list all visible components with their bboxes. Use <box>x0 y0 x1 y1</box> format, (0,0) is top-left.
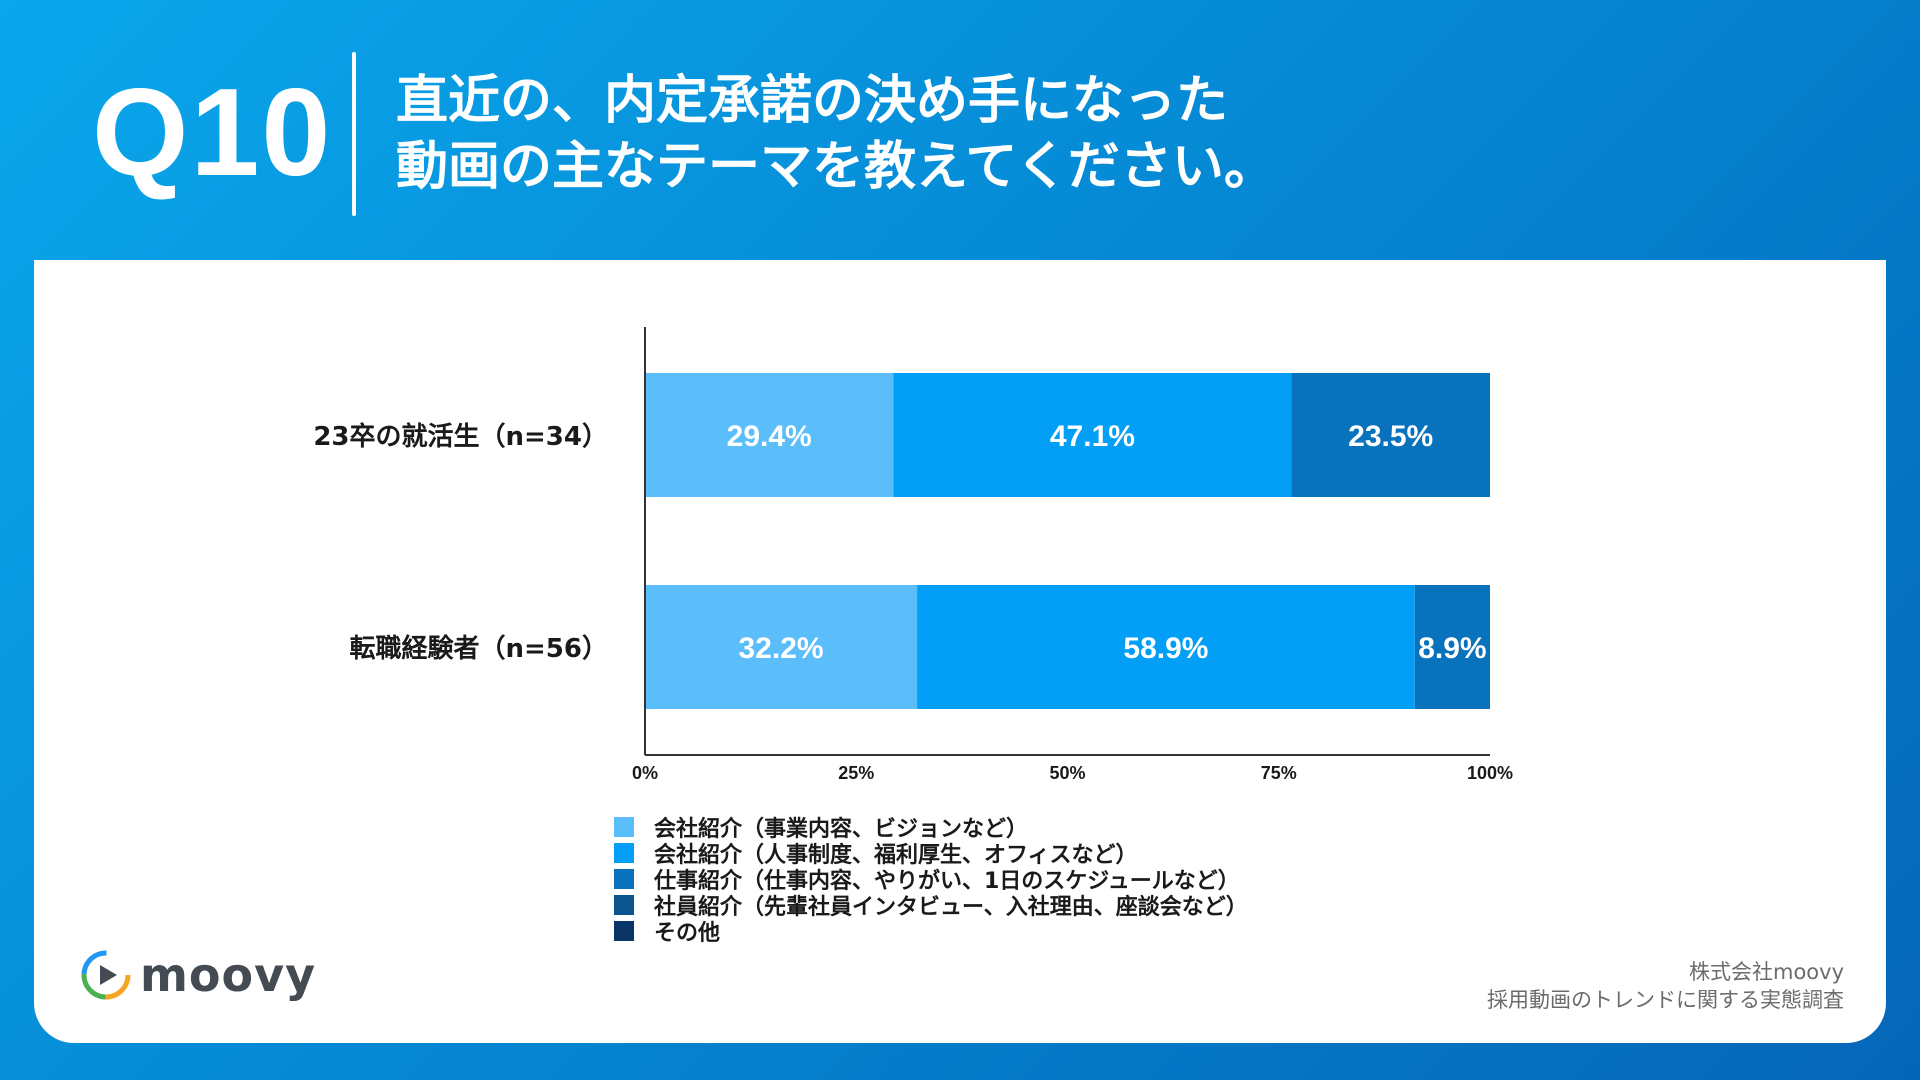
data-label: 58.9% <box>1123 632 1208 665</box>
legend-label: 会社紹介（事業内容、ビジョンなど） <box>654 817 1029 842</box>
x-tick-label: 50% <box>1049 763 1085 783</box>
legend-swatch <box>614 817 634 837</box>
x-tick-label: 75% <box>1261 763 1297 783</box>
legend-swatch <box>614 843 634 863</box>
legend-label: 仕事紹介（仕事内容、やりがい、1日のスケジュールなど） <box>654 869 1240 894</box>
bar-segment <box>1414 585 1490 709</box>
legend-swatch <box>614 921 634 941</box>
legend-item: 会社紹介（事業内容、ビジョンなど） <box>614 814 1248 842</box>
bar-segment <box>893 373 1292 497</box>
credit-company: 株式会社moovy <box>1688 960 1844 984</box>
data-label: 23.5% <box>1348 420 1433 453</box>
legend-item: その他 <box>614 918 1248 946</box>
category-label: 23卒の就活生（n=34） <box>313 421 608 452</box>
bar-segment <box>645 585 918 709</box>
data-label: 32.2% <box>739 632 824 665</box>
data-label: 47.1% <box>1050 420 1135 453</box>
question-number: Q10 <box>92 64 333 202</box>
question-title: 直近の、内定承諾の決め手になった 動画の主なテーマを教えてください。 <box>396 68 1276 200</box>
x-tick-label: 0% <box>632 763 658 783</box>
data-label: 29.4% <box>727 420 812 453</box>
moovy-logo: moovy <box>80 948 316 1002</box>
legend-swatch <box>614 869 634 889</box>
credit-survey: 採用動画のトレンドに関する実態調査 <box>1487 988 1844 1012</box>
bar-segment <box>917 585 1415 709</box>
legend-label: その他 <box>654 921 721 946</box>
bar-segment <box>1291 373 1490 497</box>
legend-item: 社員紹介（先輩社員インタビュー、入社理由、座談会など） <box>614 892 1248 920</box>
legend-label: 社員紹介（先輩社員インタビュー、入社理由、座談会など） <box>654 895 1248 920</box>
question-title-line2: 動画の主なテーマを教えてください。 <box>396 137 1276 197</box>
category-label: 転職経験者（n=56） <box>350 633 608 664</box>
legend-item: 仕事紹介（仕事内容、やりがい、1日のスケジュールなど） <box>614 866 1248 894</box>
data-label: 8.9% <box>1418 632 1486 665</box>
bar-segment <box>645 373 894 497</box>
header-divider <box>352 52 356 216</box>
x-tick-label: 100% <box>1467 763 1513 783</box>
legend-label: 会社紹介（人事制度、福利厚生、オフィスなど） <box>654 843 1138 868</box>
question-title-line1: 直近の、内定承諾の決め手になった <box>396 71 1229 131</box>
chart-legend: 会社紹介（事業内容、ビジョンなど） 会社紹介（人事制度、福利厚生、オフィスなど）仕… <box>614 814 1248 946</box>
play-icon <box>81 950 131 1000</box>
logo-text: moovy <box>140 948 317 1002</box>
legend-swatch <box>614 895 634 915</box>
x-tick-label: 25% <box>838 763 874 783</box>
survey-credit: 株式会社moovy 採用動画のトレンドに関する実態調査 <box>1487 958 1844 1014</box>
legend-item: 会社紹介（人事制度、福利厚生、オフィスなど） <box>614 840 1248 868</box>
